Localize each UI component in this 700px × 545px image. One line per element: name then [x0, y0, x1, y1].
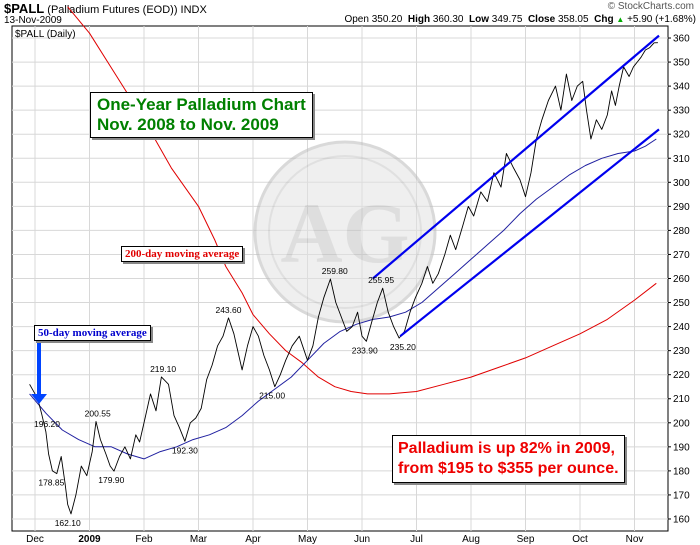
- open-label: Open: [344, 14, 369, 25]
- close-label: Close: [527, 14, 556, 25]
- ma200-label: 200-day moving average: [125, 248, 240, 260]
- x-tick-label: Jul: [410, 534, 423, 545]
- high-label: High: [407, 14, 431, 25]
- ma50-label-box: 50-day moving average: [34, 325, 151, 341]
- price-annotation: 255.95: [368, 275, 394, 285]
- x-tick-label: Oct: [572, 534, 588, 545]
- price-line: [29, 42, 658, 515]
- symbol: $PALL: [4, 1, 45, 16]
- y-tick-label: 240: [673, 322, 690, 333]
- legend-label: $PALL (Daily): [15, 29, 76, 40]
- exchange: INDX: [180, 4, 207, 16]
- x-tick-label: May: [298, 534, 317, 545]
- price-annotation: 178.85: [38, 478, 64, 488]
- ma50-line: [29, 138, 657, 460]
- y-tick-label: 250: [673, 298, 690, 309]
- y-tick-label: 280: [673, 226, 690, 237]
- callout-line-2: from $195 to $355 per ounce.: [398, 460, 619, 477]
- y-tick-label: 360: [673, 34, 690, 45]
- low-label: Low: [469, 14, 490, 25]
- x-tick-label: Dec: [26, 534, 44, 545]
- price-annotation: 162.10: [55, 518, 81, 528]
- y-tick-label: 310: [673, 154, 690, 165]
- y-tick-label: 200: [673, 418, 690, 429]
- y-tick-label: 170: [673, 490, 690, 501]
- x-tick-label: Feb: [135, 534, 153, 545]
- high-value: 360.30: [432, 14, 464, 25]
- y-tick-label: 180: [673, 466, 690, 477]
- y-tick-label: 300: [673, 178, 690, 189]
- price-annotation: 259.80: [322, 266, 348, 276]
- y-tick-label: 350: [673, 58, 690, 69]
- x-tick-label: 2009: [78, 534, 101, 545]
- x-tick-label: Aug: [462, 534, 480, 545]
- callout-line-1: Palladium is up 82% in 2009,: [398, 440, 615, 457]
- price-annotation: 200.55: [85, 408, 111, 418]
- y-tick-label: 340: [673, 82, 690, 93]
- y-tick-label: 330: [673, 106, 690, 117]
- coin-logo: AG: [253, 140, 437, 324]
- price-annotation: 243.60: [215, 305, 241, 315]
- x-tick-label: Jun: [354, 534, 370, 545]
- x-tick-label: Apr: [245, 534, 261, 545]
- watermark: © StockCharts.com: [607, 1, 694, 12]
- chg-value: +5.90 (+1.68%): [627, 14, 696, 25]
- chg-arrow: ▲: [616, 15, 625, 24]
- chg-label: Chg: [594, 14, 614, 25]
- price-annotation: 215.00: [259, 391, 285, 401]
- quote-date: 13-Nov-2009: [4, 15, 62, 26]
- low-value: 349.75: [491, 14, 523, 25]
- ma50-label: 50-day moving average: [38, 327, 147, 339]
- y-tick-label: 220: [673, 370, 690, 381]
- y-tick-label: 290: [673, 202, 690, 213]
- ohlc-readout: Open 350.20 High 360.30 Low 349.75 Close…: [344, 14, 696, 25]
- y-tick-label: 320: [673, 130, 690, 141]
- chart-subtitle: Nov. 2008 to Nov. 2009: [97, 115, 279, 134]
- price-annotation: 179.90: [98, 475, 124, 485]
- price-annotations: 196.20 178.85 162.10 200.55 179.90 219.10 192.…: [34, 266, 416, 528]
- ma200-line: [67, 6, 657, 395]
- chart-title-box: One-Year Palladium Chart Nov. 2008 to No…: [90, 92, 313, 138]
- instrument-name: (Palladium Futures (EOD)): [47, 4, 178, 16]
- y-tick-label: 270: [673, 250, 690, 261]
- y-tick-label: 190: [673, 442, 690, 453]
- x-tick-label: Nov: [626, 534, 644, 545]
- x-tick-label: Sep: [517, 534, 535, 545]
- price-annotation: 219.10: [150, 364, 176, 374]
- price-annotation: 192.30: [172, 445, 198, 455]
- price-annotation: 235.20: [390, 342, 416, 352]
- channel-lower-line: [399, 128, 660, 338]
- channel-upper-line: [372, 34, 660, 280]
- x-tick-label: Mar: [190, 534, 208, 545]
- price-annotation: 196.20: [34, 419, 60, 429]
- close-value: 358.05: [557, 14, 589, 25]
- ma200-label-box: 200-day moving average: [121, 246, 244, 262]
- y-tick-label: 230: [673, 346, 690, 357]
- open-value: 350.20: [371, 14, 403, 25]
- y-tick-label: 260: [673, 274, 690, 285]
- callout-box: Palladium is up 82% in 2009, from $195 t…: [392, 435, 625, 483]
- y-axis-labels: 160 170 180 190 200 210 220 230 240 250 260 270 280 2…: [668, 34, 690, 525]
- x-axis-labels: Dec 2009 Feb Mar Apr May Jun Jul Aug Sep Oct Nov: [26, 534, 643, 545]
- y-tick-label: 210: [673, 394, 690, 405]
- y-tick-label: 160: [673, 514, 690, 525]
- price-annotation: 233.90: [352, 345, 378, 355]
- chart-title: One-Year Palladium Chart: [97, 95, 306, 114]
- arrow-50: [31, 342, 47, 404]
